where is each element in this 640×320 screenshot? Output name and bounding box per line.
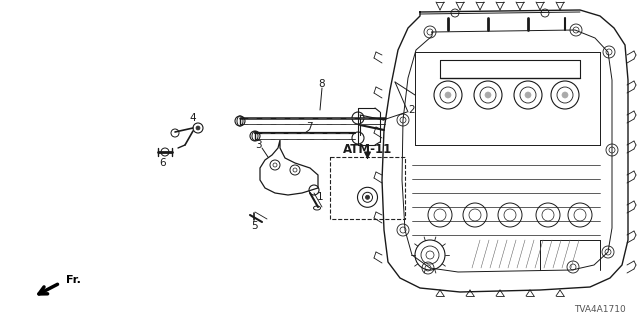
Text: Fr.: Fr. — [65, 275, 81, 285]
Text: 1: 1 — [317, 192, 323, 202]
Text: 2: 2 — [409, 105, 415, 115]
Text: TVA4A1710: TVA4A1710 — [574, 306, 626, 315]
Circle shape — [365, 195, 369, 199]
Text: 6: 6 — [160, 158, 166, 168]
Circle shape — [196, 126, 200, 130]
Text: 5: 5 — [251, 221, 257, 231]
Circle shape — [445, 92, 451, 98]
Text: 4: 4 — [189, 113, 196, 123]
Text: 8: 8 — [319, 79, 325, 89]
Bar — [330, 157, 405, 219]
Circle shape — [485, 92, 491, 98]
Text: 3: 3 — [255, 140, 261, 150]
Circle shape — [562, 92, 568, 98]
Text: 7: 7 — [306, 122, 312, 132]
Circle shape — [525, 92, 531, 98]
Text: ATM-11: ATM-11 — [343, 142, 392, 156]
